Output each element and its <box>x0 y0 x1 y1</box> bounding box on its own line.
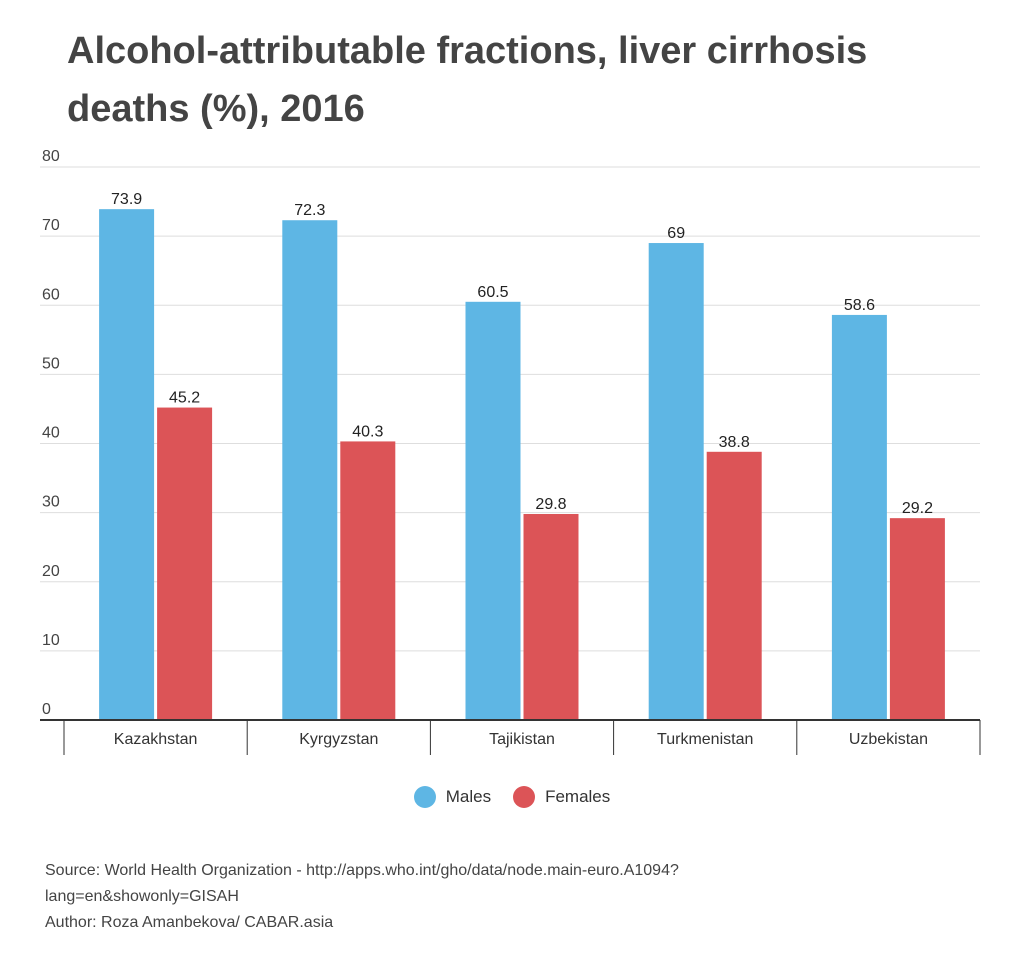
y-tick-label: 40 <box>42 425 60 442</box>
y-tick-label: 70 <box>42 217 60 234</box>
x-tick-label: Turkmenistan <box>657 731 753 748</box>
source-line[interactable]: Source: World Health Organization - http… <box>45 862 679 879</box>
data-label: 73.9 <box>111 191 142 208</box>
source-note: Source: World Health Organization - http… <box>45 858 985 936</box>
y-tick-label: 20 <box>42 563 60 580</box>
bar-males-uzbekistan <box>831 314 887 720</box>
data-label: 40.3 <box>352 423 383 440</box>
bar-males-turkmenistan <box>648 243 704 720</box>
bar-males-kyrgyzstan <box>282 220 338 720</box>
data-label: 58.6 <box>844 297 875 314</box>
legend-item-males[interactable]: Males <box>413 786 492 808</box>
bar-females-uzbekistan <box>889 518 945 720</box>
legend-swatch-males <box>413 786 436 808</box>
y-tick-label: 30 <box>42 494 60 511</box>
bar-chart: 0 10 20 30 40 50 60 70 80 73.9 45.2 Kazakhstan 72.3 4… <box>40 148 981 755</box>
bar-males-kazakhstan <box>99 209 155 720</box>
legend-label-females: Females <box>545 787 611 806</box>
y-tick-label: 50 <box>42 355 60 372</box>
y-tick-label: 10 <box>42 632 60 649</box>
y-tick-label: 80 <box>42 148 60 165</box>
legend-item-females[interactable]: Females <box>513 786 610 808</box>
author-line: Author: Roza Amanbekova/ CABAR.asia <box>45 914 334 931</box>
x-tick-label: Tajikistan <box>489 731 555 748</box>
data-label: 69 <box>667 225 685 242</box>
chart-legend: Males Females <box>0 786 1024 808</box>
y-tick-label: 60 <box>42 286 60 303</box>
bar-females-kyrgyzstan <box>340 441 396 720</box>
x-tick-label: Kyrgyzstan <box>299 731 378 748</box>
data-label: 60.5 <box>477 284 508 301</box>
bar-males-tajikistan <box>465 301 521 720</box>
data-label: 45.2 <box>169 390 200 407</box>
data-label: 29.8 <box>535 496 566 513</box>
data-label: 38.8 <box>719 434 750 451</box>
chart-title: Alcohol-attributable fractions, liver ci… <box>67 30 868 130</box>
source-line-continued[interactable]: lang=en&showonly=GISAH <box>45 888 239 905</box>
data-label: 29.2 <box>902 500 933 517</box>
bar-females-tajikistan <box>523 514 579 720</box>
legend-label-males: Males <box>445 787 492 806</box>
data-label: 72.3 <box>294 202 325 219</box>
legend-swatch-females <box>513 786 536 808</box>
bar-females-turkmenistan <box>706 451 762 720</box>
x-tick-label: Kazakhstan <box>114 731 198 748</box>
bar-females-kazakhstan <box>157 407 213 720</box>
x-tick-label: Uzbekistan <box>849 731 928 748</box>
y-tick-label: 0 <box>42 701 51 718</box>
